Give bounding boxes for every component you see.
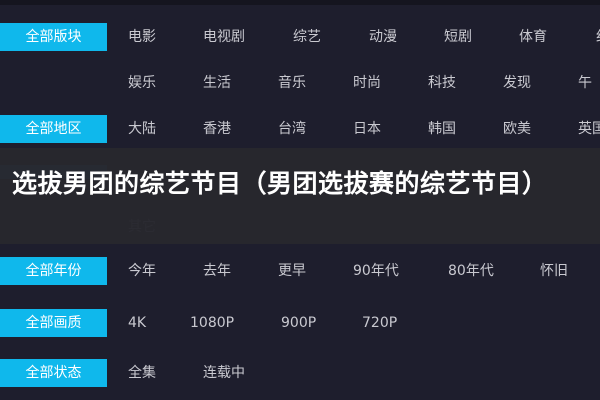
filter-item[interactable]: 体育 [519, 29, 547, 45]
filter-label[interactable]: 全部地区 [0, 115, 107, 143]
filter-item[interactable]: 午 [578, 75, 592, 91]
filter-item[interactable]: 台湾 [278, 121, 306, 137]
top-bar [0, 0, 600, 5]
filter-item[interactable]: 生活 [203, 75, 231, 91]
filter-item[interactable]: 音乐 [278, 75, 306, 91]
filter-item[interactable]: 短剧 [444, 29, 472, 45]
filter-item[interactable]: 时尚 [353, 75, 381, 91]
filter-item[interactable]: 日本 [353, 121, 381, 137]
filter-item[interactable]: 怀旧 [540, 263, 568, 279]
filter-item[interactable]: 全集 [128, 365, 156, 381]
filter-item[interactable]: 科技 [428, 75, 456, 91]
filter-item[interactable]: 动漫 [369, 29, 397, 45]
filter-item[interactable]: 1080P [190, 315, 235, 331]
filter-label[interactable]: 全部画质 [0, 309, 107, 337]
filter-item[interactable]: 90年代 [353, 263, 399, 279]
filter-item[interactable]: 去年 [203, 263, 231, 279]
filter-item[interactable]: 韩国 [428, 121, 456, 137]
article-title: 选拔男团的综艺节目（男团选拔赛的综艺节目） [12, 169, 548, 198]
title-overlay [0, 148, 600, 244]
filter-item[interactable]: 4K [128, 315, 147, 331]
filter-item[interactable]: 电影 [128, 29, 156, 45]
filter-label[interactable]: 全部版块 [0, 23, 107, 51]
filter-item[interactable]: 900P [281, 315, 317, 331]
filter-item[interactable]: 综艺 [293, 29, 321, 45]
filter-item[interactable]: 更早 [278, 263, 306, 279]
filter-item[interactable]: 连载中 [203, 365, 245, 381]
filter-label[interactable]: 全部年份 [0, 257, 107, 285]
filter-item[interactable]: 大陆 [128, 121, 156, 137]
filter-item[interactable]: 欧美 [503, 121, 531, 137]
filter-item[interactable]: 电视剧 [203, 29, 245, 45]
filter-item[interactable]: 今年 [128, 263, 156, 279]
filter-item[interactable]: 香港 [203, 121, 231, 137]
filter-item[interactable]: 80年代 [448, 263, 494, 279]
filter-item[interactable]: 720P [362, 315, 398, 331]
filter-item[interactable]: 英国 [578, 121, 600, 137]
filter-item[interactable]: 发现 [503, 75, 531, 91]
filter-item[interactable]: 娱乐 [128, 75, 156, 91]
filter-item[interactable]: 纪 [596, 27, 600, 47]
filter-label[interactable]: 全部状态 [0, 359, 107, 387]
